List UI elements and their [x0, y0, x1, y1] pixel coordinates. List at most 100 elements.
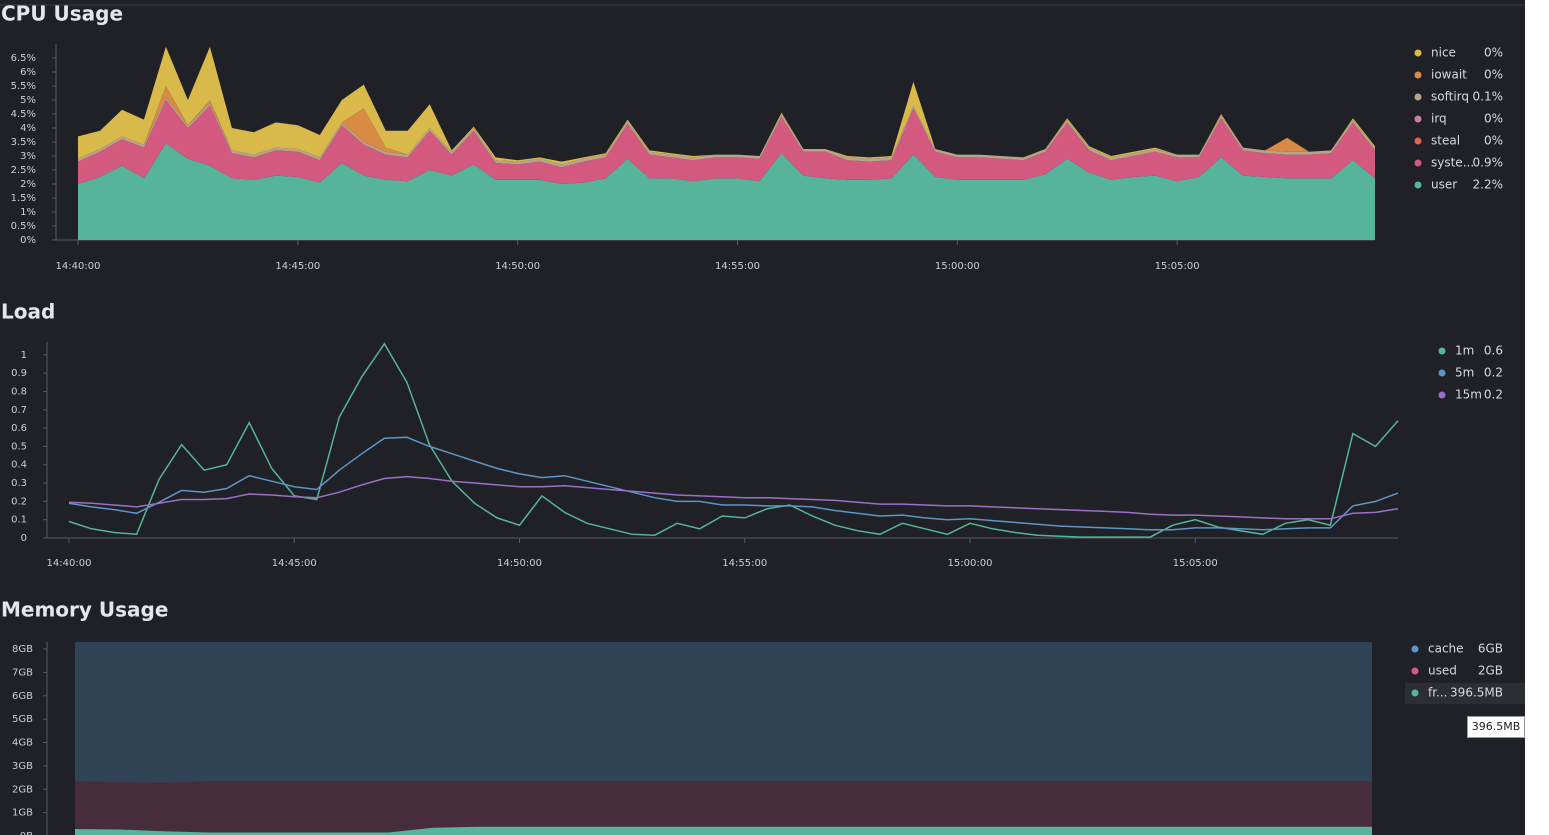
legend-dot — [1414, 159, 1422, 167]
legend-value: 0.2 — [1484, 388, 1503, 402]
legend-name: steal — [1431, 134, 1460, 148]
y-tick-label: 3.5% — [11, 137, 36, 148]
legend-name: cache — [1428, 642, 1464, 656]
legend-dot — [1438, 347, 1446, 355]
y-tick-label: 8GB — [12, 644, 33, 655]
legend-name: fr... — [1428, 686, 1448, 700]
y-tick-label: 1.5% — [11, 193, 36, 204]
y-tick-label: 6GB — [12, 691, 33, 702]
legend-value: 2.2% — [1473, 178, 1504, 192]
y-tick-label: 0% — [20, 235, 36, 246]
y-tick-label: 4% — [20, 123, 36, 134]
legend-value: 0.6 — [1484, 344, 1503, 358]
y-tick-label: 2.5% — [11, 165, 36, 176]
legend-dot — [1414, 49, 1422, 57]
y-tick-label: 6.5% — [11, 53, 36, 64]
legend-name: 5m — [1455, 366, 1474, 380]
x-tick-label: 14:55:00 — [722, 558, 767, 569]
x-tick-label: 14:50:00 — [497, 558, 542, 569]
legend-dot — [1414, 137, 1422, 145]
x-tick-label: 14:55:00 — [715, 261, 760, 272]
legend-name: 1m — [1455, 344, 1474, 358]
y-tick-label: 1 — [21, 350, 27, 361]
x-tick-label: 15:05:00 — [1155, 261, 1200, 272]
legend-value: 396.5MB — [1450, 686, 1503, 700]
y-tick-label: 4GB — [12, 738, 33, 749]
y-tick-label: 0.5 — [11, 441, 27, 452]
legend-value: 0.2 — [1484, 366, 1503, 380]
area — [78, 100, 1375, 184]
legend-value: 0% — [1484, 46, 1503, 60]
y-tick-label: 1% — [20, 207, 36, 218]
area — [78, 143, 1375, 240]
y-tick-label: 2GB — [12, 784, 33, 795]
y-tick-label: 0.7 — [11, 405, 27, 416]
y-tick-label: 0.3 — [11, 478, 27, 489]
x-tick-label: 14:45:00 — [272, 558, 317, 569]
area — [78, 46, 1375, 165]
legend-name: irq — [1431, 112, 1447, 126]
chart-title: Memory Usage — [1, 598, 168, 622]
x-tick-label: 15:00:00 — [935, 261, 980, 272]
y-tick-label: 3GB — [12, 761, 33, 772]
legend-dot — [1414, 181, 1422, 189]
y-tick-label: 0.9 — [11, 368, 27, 379]
legend-dot — [1414, 71, 1422, 79]
legend-dot — [1438, 391, 1446, 399]
x-tick-label: 15:05:00 — [1173, 558, 1218, 569]
legend-value: 0.9% — [1473, 156, 1504, 170]
x-tick-label: 14:50:00 — [495, 261, 540, 272]
y-tick-label: 1GB — [12, 808, 33, 819]
area — [75, 781, 1372, 833]
area — [75, 826, 1372, 835]
tooltip-box — [1467, 716, 1525, 738]
legend-value: 0% — [1484, 112, 1503, 126]
legend-name: 15m — [1455, 388, 1482, 402]
chart-title: CPU Usage — [1, 2, 123, 26]
legend-value: 0.1% — [1473, 90, 1504, 104]
y-tick-label: 5.5% — [11, 81, 36, 92]
legend-value: 0% — [1484, 134, 1503, 148]
line — [68, 342, 1399, 538]
legend-name: nice — [1431, 46, 1456, 60]
legend-row-highlight — [1405, 683, 1525, 704]
y-tick-label: 5% — [20, 95, 36, 106]
legend-dot — [1411, 689, 1419, 697]
y-tick-label: 0.2 — [11, 496, 27, 507]
y-tick-label: 0B — [20, 831, 33, 835]
legend-name: used — [1428, 664, 1457, 678]
legend-dot — [1411, 667, 1419, 675]
legend-name: iowait — [1431, 68, 1467, 82]
y-tick-label: 2% — [20, 179, 36, 190]
y-tick-label: 0.8 — [11, 386, 27, 397]
y-tick-label: 0.4 — [11, 460, 27, 471]
legend-dot — [1414, 115, 1422, 123]
legend-name: syste... — [1431, 156, 1474, 170]
x-tick-label: 14:45:00 — [275, 261, 320, 272]
y-tick-label: 5GB — [12, 714, 33, 725]
area — [75, 642, 1372, 783]
legend-dot — [1411, 645, 1419, 653]
tooltip-text: 396.5MB — [1472, 720, 1521, 733]
line — [68, 436, 1399, 531]
x-tick-label: 14:40:00 — [47, 558, 92, 569]
y-tick-label: 0 — [21, 533, 27, 544]
y-tick-label: 7GB — [12, 667, 33, 678]
legend-dot — [1414, 93, 1422, 101]
x-tick-label: 14:40:00 — [56, 261, 101, 272]
legend-name: user — [1431, 178, 1457, 192]
legend-value: 0% — [1484, 68, 1503, 82]
line — [68, 475, 1399, 520]
legend-name: softirq — [1431, 90, 1469, 104]
y-tick-label: 0.6 — [11, 423, 27, 434]
y-tick-label: 4.5% — [11, 109, 36, 120]
legend-value: 2GB — [1478, 664, 1503, 678]
y-tick-label: 0.1 — [11, 515, 27, 526]
y-tick-label: 3% — [20, 151, 36, 162]
legend-value: 6GB — [1478, 642, 1503, 656]
y-tick-label: 6% — [20, 67, 36, 78]
legend-dot — [1438, 369, 1446, 377]
x-tick-label: 15:00:00 — [948, 558, 993, 569]
chart-title: Load — [1, 300, 55, 324]
